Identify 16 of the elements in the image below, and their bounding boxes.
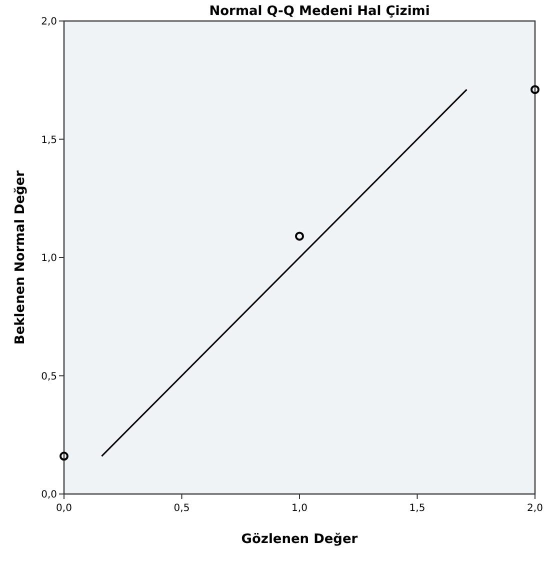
y-tick-label: 0,0 [41, 490, 57, 500]
x-tick-label: 2,0 [527, 503, 543, 514]
x-axis-title: Gözlenen Değer [241, 532, 358, 547]
y-tick-label: 0,5 [41, 371, 57, 382]
y-tick-label: 1,0 [41, 253, 57, 264]
x-tick-label: 1,5 [409, 503, 426, 514]
x-tick-label: 1,0 [292, 503, 308, 514]
x-tick-label: 0,0 [56, 503, 72, 514]
y-tick-label: 2,0 [41, 16, 57, 28]
point [60, 452, 68, 461]
y-tick-label: 1,5 [41, 134, 57, 146]
point [295, 232, 304, 241]
x-tick-label: 0,5 [174, 503, 190, 514]
point [530, 85, 540, 94]
y-axis-title: Beklenen Normal Değer [13, 170, 28, 345]
chart-title: Normal Q-Q Medeni Hal Çizimi [209, 4, 430, 19]
